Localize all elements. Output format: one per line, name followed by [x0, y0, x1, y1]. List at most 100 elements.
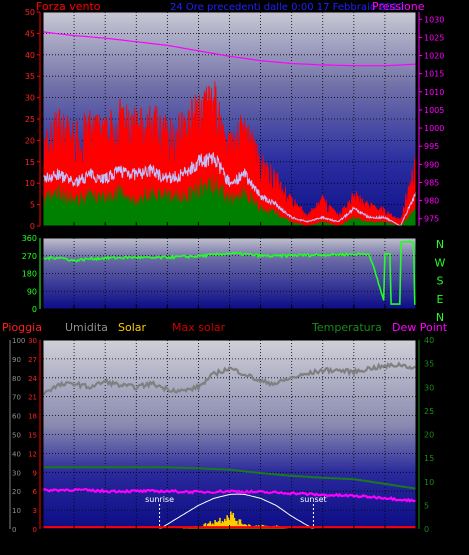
x-tick-label: 10: [193, 532, 203, 541]
x-tick-label: 04: [100, 229, 110, 238]
wind-tick-label: 35: [25, 72, 35, 81]
rain-tick-label: 6: [33, 488, 38, 496]
x-tick-label: 14: [255, 532, 265, 541]
temp-axes: 0102030405060708090100036912151821242730…: [9, 336, 434, 541]
chart-title: 24 Ore precedenti dalle 0:00 17 Febbraio…: [170, 2, 404, 13]
solar-bar: [215, 521, 218, 529]
rain-tick-label: 30: [28, 337, 37, 345]
pressure-tick-label: 1025: [424, 33, 444, 42]
temp-tick-label: 10: [424, 478, 434, 487]
pressure-tick-label: 990: [424, 160, 439, 169]
solar-bar: [222, 522, 225, 529]
humidity-tick-label: 0: [12, 526, 16, 534]
max-solar-curve: [159, 493, 314, 530]
compass-label: W: [435, 256, 446, 269]
x-tick-label: sunset: [278, 532, 305, 541]
x-tick-label: 00: [411, 312, 421, 321]
wind-tick-label: 5: [30, 201, 35, 210]
solar-bar: [188, 527, 191, 529]
pressure-axis-title: Pressione: [372, 0, 425, 13]
pressure-tick-label: 975: [424, 215, 439, 224]
dew-point-legend: Dew Point: [392, 321, 448, 334]
solar-bar: [191, 527, 193, 529]
temperature-line: [43, 466, 417, 490]
solar-bar: [232, 512, 235, 529]
x-tick-label: 20: [349, 312, 359, 321]
temp-tick-label: 0: [424, 525, 429, 534]
direction-tick-label: 360: [22, 234, 37, 243]
rain-legend: Pioggia: [2, 321, 42, 334]
rain-tick-label: 18: [28, 413, 37, 421]
solar-bar: [187, 527, 190, 529]
x-tick-label: 18: [318, 532, 328, 541]
wind-speed-series: [43, 174, 416, 226]
humidity-tick-label: 70: [12, 394, 21, 402]
direction-tick-label: 270: [22, 252, 37, 261]
solar-bar: [251, 527, 254, 529]
wind-series-layer: [42, 31, 417, 227]
pressure-tick-label: 985: [424, 178, 439, 187]
solar-bar: [274, 527, 277, 529]
wind-tick-label: 30: [25, 94, 35, 103]
humidity-legend: Umidita: [65, 321, 108, 334]
x-tick-label: 02: [69, 532, 79, 541]
wind-tick-label: 40: [25, 51, 35, 60]
solar-bar: [230, 511, 232, 529]
rain-tick-label: 24: [28, 375, 37, 383]
pressure-tick-label: 1010: [424, 88, 444, 97]
solar-bar: [219, 517, 221, 529]
x-tick-label: 12: [224, 229, 234, 238]
pressure-tick-label: 1000: [424, 124, 444, 133]
x-tick-label: 18: [318, 312, 328, 321]
x-tick-label: 18: [318, 229, 328, 238]
x-tick-label: 16: [287, 229, 297, 238]
humidity-line: [42, 361, 416, 396]
sunset-label: sunset: [300, 495, 327, 504]
solar-bar: [226, 515, 228, 529]
pressure-tick-label: 980: [424, 197, 439, 206]
x-tick-label: 08: [162, 312, 172, 321]
humidity-tick-label: 40: [12, 450, 21, 458]
humidity-tick-label: 20: [12, 488, 21, 496]
solar-bar: [227, 517, 230, 529]
rain-tick-label: 21: [28, 394, 37, 402]
x-tick-label: 06: [131, 312, 141, 321]
direction-tick-label: 0: [32, 305, 37, 314]
rain-tick-label: 9: [33, 469, 37, 477]
x-tick-label: 12: [224, 532, 234, 541]
wind-axes: 0510152025303540455097598098599099510001…: [25, 8, 445, 238]
rain-tick-label: 27: [28, 356, 37, 364]
x-tick-label: 06: [131, 229, 141, 238]
humidity-tick-label: 30: [12, 469, 21, 477]
max-solar-legend: Max solar: [172, 321, 225, 334]
pressure-tick-label: 1030: [424, 15, 444, 24]
humidity-tick-label: 100: [12, 337, 25, 345]
pressure-tick-label: 1015: [424, 70, 444, 79]
solar-bar: [234, 520, 237, 529]
solar-bar: [280, 527, 283, 529]
solar-bar: [223, 518, 226, 529]
wind-axis-title: Forza vento: [36, 0, 101, 13]
x-tick-label: 00: [411, 532, 421, 541]
x-tick-label: 20: [349, 532, 359, 541]
humidity-tick-label: 90: [12, 356, 21, 364]
temp-tick-label: 30: [424, 383, 434, 392]
wind-tick-label: 20: [25, 136, 35, 145]
solar-bar: [236, 520, 238, 529]
solar-bar: [283, 527, 285, 529]
humidity-tick-label: 80: [12, 375, 21, 383]
compass-label: S: [437, 275, 444, 288]
gust-series: [43, 81, 416, 226]
wind-tick-label: 45: [25, 29, 35, 38]
wind-tick-label: 0: [30, 222, 35, 231]
wind-average-line: [42, 152, 417, 227]
solar-bar: [182, 527, 185, 529]
humidity-tick-label: 60: [12, 413, 21, 421]
x-tick-label: 22: [380, 532, 390, 541]
solar-bar: [217, 521, 220, 529]
pressure-tick-label: 1020: [424, 52, 444, 61]
dew-point-line: [42, 487, 417, 503]
sunrise-label: sunrise: [145, 495, 174, 504]
temperature-legend: Temperatura: [311, 321, 382, 334]
